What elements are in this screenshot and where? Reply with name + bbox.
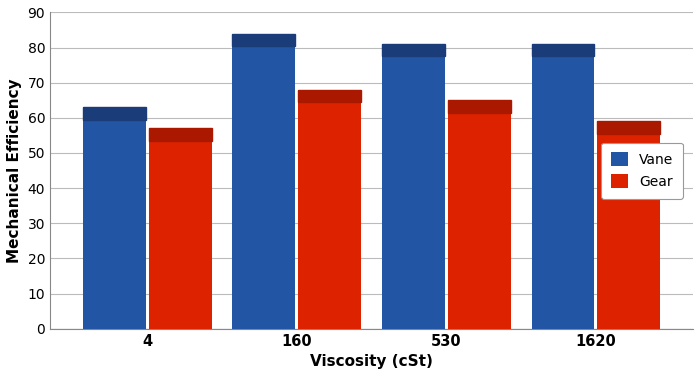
Bar xyxy=(148,128,211,141)
Bar xyxy=(531,44,594,329)
Bar xyxy=(448,100,510,112)
Bar xyxy=(531,44,594,56)
Bar xyxy=(50,329,693,336)
Bar xyxy=(232,33,295,329)
Bar xyxy=(148,128,211,329)
Bar xyxy=(232,33,295,46)
Legend: Vane, Gear: Vane, Gear xyxy=(601,143,683,199)
Bar xyxy=(597,121,660,329)
Bar xyxy=(83,107,146,120)
X-axis label: Viscosity (cSt): Viscosity (cSt) xyxy=(310,354,433,369)
Bar xyxy=(298,90,361,102)
Y-axis label: Mechanical Efficiency: Mechanical Efficiency xyxy=(7,78,22,263)
Bar xyxy=(382,44,444,329)
Bar xyxy=(83,107,146,329)
Bar xyxy=(597,121,660,133)
Bar xyxy=(448,100,510,329)
Bar xyxy=(298,90,361,329)
Bar xyxy=(382,44,444,56)
